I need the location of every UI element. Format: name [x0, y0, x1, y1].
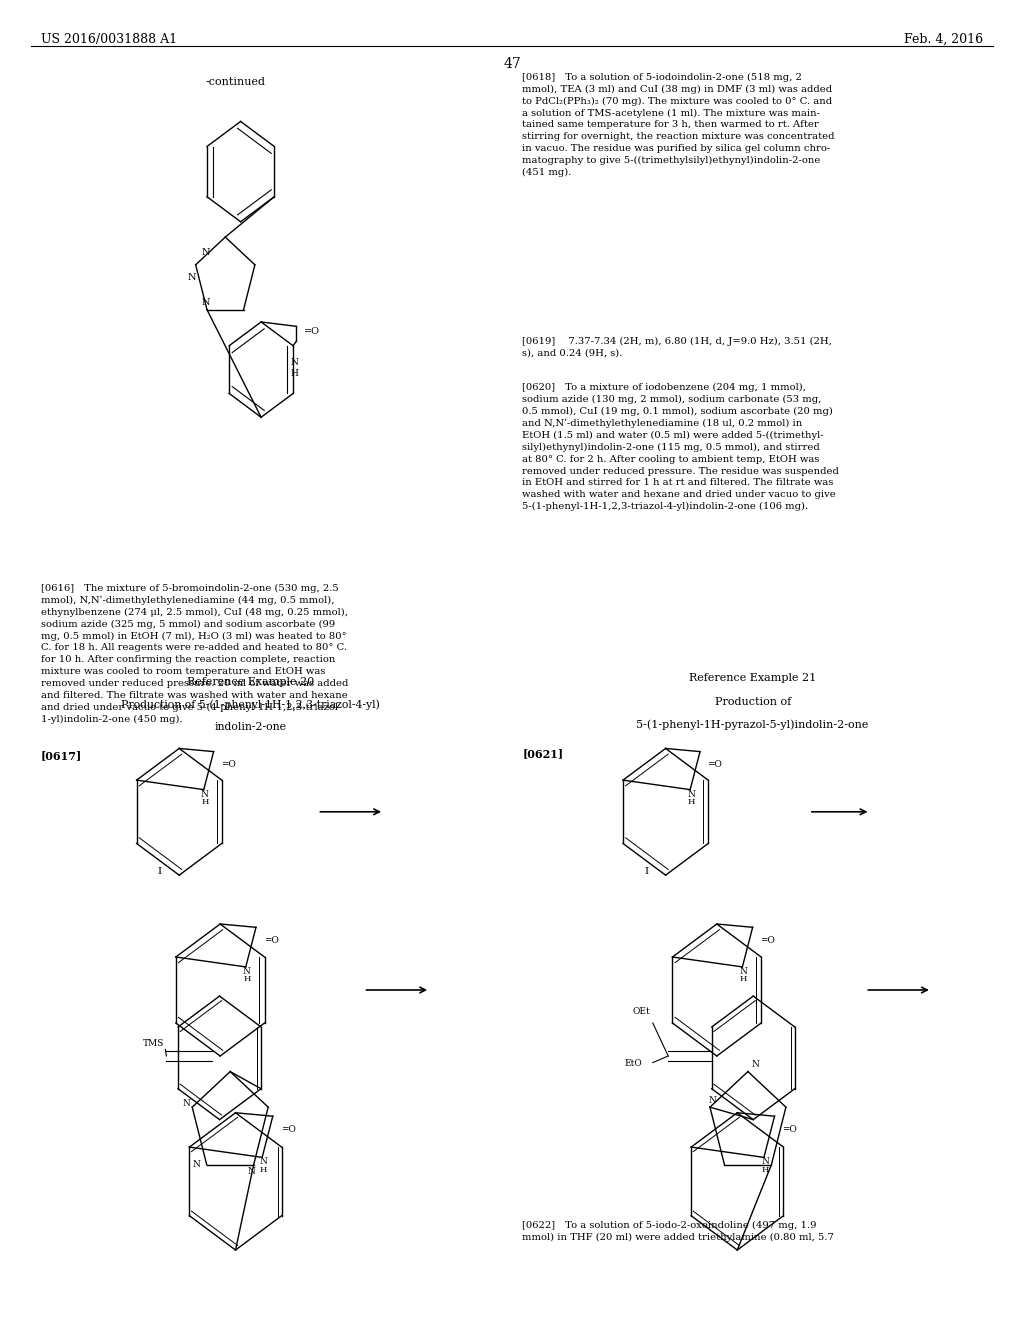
Text: N: N [687, 789, 695, 799]
Text: US 2016/0031888 A1: US 2016/0031888 A1 [41, 33, 177, 46]
Text: H: H [201, 797, 209, 807]
Text: N: N [183, 1100, 190, 1109]
Text: [0622] To a solution of 5-iodo-2-oxoindoline (497 mg, 1.9
mmol) in THF (20 ml) w: [0622] To a solution of 5-iodo-2-oxoindo… [522, 1221, 835, 1242]
Text: N: N [243, 966, 251, 975]
Text: TMS: TMS [142, 1039, 164, 1048]
Text: =O: =O [782, 1126, 798, 1134]
Text: [0617]: [0617] [41, 750, 82, 760]
Text: N: N [188, 273, 197, 281]
Text: H: H [259, 1167, 267, 1175]
Text: I: I [158, 867, 162, 876]
Text: H: H [761, 1167, 769, 1175]
Text: [0621]: [0621] [522, 748, 563, 759]
Text: N: N [201, 789, 209, 799]
Text: EtO: EtO [625, 1059, 643, 1068]
Text: =O: =O [281, 1126, 296, 1134]
Text: -continued: -continued [206, 77, 265, 87]
Text: [0620] To a mixture of iodobenzene (204 mg, 1 mmol),
sodium azide (130 mg, 2 mmo: [0620] To a mixture of iodobenzene (204 … [522, 383, 839, 511]
Text: N: N [259, 1158, 267, 1167]
Text: H: H [687, 797, 695, 807]
Text: N: N [202, 298, 210, 306]
Text: N: N [709, 1096, 717, 1105]
Text: OEt: OEt [633, 1007, 650, 1016]
Text: N: N [193, 1160, 200, 1170]
Text: [0616] The mixture of 5-bromoindolin-2-one (530 mg, 2.5
mmol), N,Nʹ-dimethylethy: [0616] The mixture of 5-bromoindolin-2-o… [41, 583, 348, 723]
Text: [0619]  7.37-7.34 (2H, m), 6.80 (1H, d, J=9.0 Hz), 3.51 (2H,
s), and 0.24 (9H, s: [0619] 7.37-7.34 (2H, m), 6.80 (1H, d, J… [522, 337, 833, 358]
Text: N: N [202, 248, 210, 256]
Text: =O: =O [708, 760, 722, 768]
Text: Production of: Production of [715, 697, 791, 708]
Text: =O: =O [304, 327, 319, 335]
Text: indolin-2-one: indolin-2-one [215, 722, 287, 733]
Text: 5-(1-phenyl-1H-pyrazol-5-yl)indolin-2-one: 5-(1-phenyl-1H-pyrazol-5-yl)indolin-2-on… [637, 719, 868, 730]
Text: N
H: N H [291, 358, 299, 378]
Text: N: N [752, 1060, 760, 1069]
Text: Reference Example 21: Reference Example 21 [689, 673, 816, 684]
Text: N: N [761, 1158, 769, 1167]
Text: [0618] To a solution of 5-iodoindolin-2-one (518 mg, 2
mmol), TEA (3 ml) and CuI: [0618] To a solution of 5-iodoindolin-2-… [522, 73, 835, 177]
Text: =O: =O [760, 936, 775, 945]
Text: Reference Example 20: Reference Example 20 [187, 677, 314, 688]
Text: Production of 5-(1-phenyl-1H-1,2,3-triazol-4-yl): Production of 5-(1-phenyl-1H-1,2,3-triaz… [122, 700, 380, 710]
Text: H: H [739, 975, 748, 983]
Text: N: N [247, 1167, 255, 1176]
Text: Feb. 4, 2016: Feb. 4, 2016 [904, 33, 983, 46]
Text: 47: 47 [503, 57, 521, 71]
Text: H: H [243, 975, 251, 983]
Text: =O: =O [264, 936, 279, 945]
Text: I: I [644, 867, 648, 876]
Text: =O: =O [221, 760, 236, 768]
Text: N: N [739, 966, 748, 975]
